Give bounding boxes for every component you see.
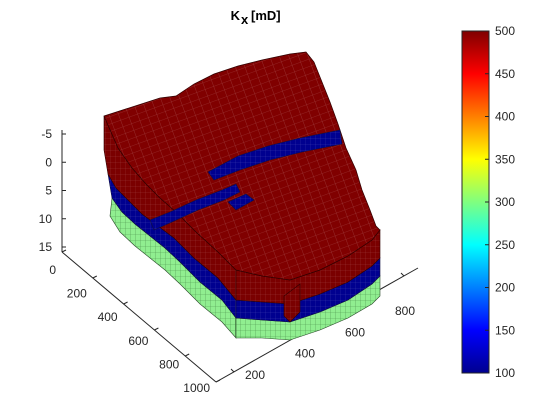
x-tick-mark [92,275,98,279]
x-axis-line [61,251,217,383]
x-tick-label: 200 [67,287,87,301]
x-tick-mark [154,327,159,331]
reservoir-grid [103,51,381,341]
z-axis-ticks: -5 0 5 10 15 [39,127,66,254]
x-tick-label: 0 [49,263,56,277]
fault-band-blue-lower [149,183,241,231]
y-tick-label: 400 [295,347,315,361]
colorbar-tick-label: 300 [495,195,515,209]
colorbar-tick-label: 350 [495,152,515,166]
fault-band-blue-upper [207,129,343,181]
x-tick-label: 1000 [183,381,210,395]
x-tick-mark [123,301,128,305]
colorbar-tick-label: 250 [495,238,515,252]
chart-title-unit: [mD] [251,8,281,23]
chart-title: K [231,8,241,23]
x-tick-label: 400 [98,310,118,324]
colorbar-tick-label: 100 [495,366,515,380]
x-tick-label: 800 [159,357,179,371]
x-tick-mark [184,353,190,357]
x-tick-mark [61,249,67,253]
axes: -5 0 5 10 15 0 200 400 600 800 1000 200 400 600 800 [39,127,419,395]
y-tick-label: 200 [245,368,265,382]
colorbar-ticks: 100 150 200 250 300 350 400 450 500 [485,24,515,380]
x-axis-ticks: 0 200 400 600 800 1000 [49,249,221,395]
colorbar-tick-label: 150 [495,323,515,337]
colorbar-tick-label: 200 [495,281,515,295]
y-tick-mark [230,368,235,373]
z-tick-label: 5 [45,184,52,198]
fault-notch [227,193,255,211]
y-tick-mark [400,272,405,277]
x-tick-label: 600 [128,334,148,348]
z-tick-label: 10 [39,212,53,226]
y-axis-ticks: 200 400 600 800 [230,272,415,382]
colorbar-gradient [461,30,490,374]
x-tick-mark [215,379,221,383]
colorbar-tick-label: 500 [495,24,515,38]
z-tick-label: 0 [45,155,52,169]
colorbar-tick-label: 400 [495,110,515,124]
colorbar: 100 150 200 250 300 350 400 450 500 [461,24,515,380]
y-tick-label: 600 [345,325,365,339]
front-fault-step [283,283,301,323]
chart-title-subscript: x [241,12,249,27]
y-tick-label: 800 [395,304,415,318]
colorbar-tick-label: 450 [495,67,515,81]
z-tick-label: 15 [39,240,53,254]
z-tick-label: -5 [41,127,52,141]
chart-title-main: K [231,8,241,23]
